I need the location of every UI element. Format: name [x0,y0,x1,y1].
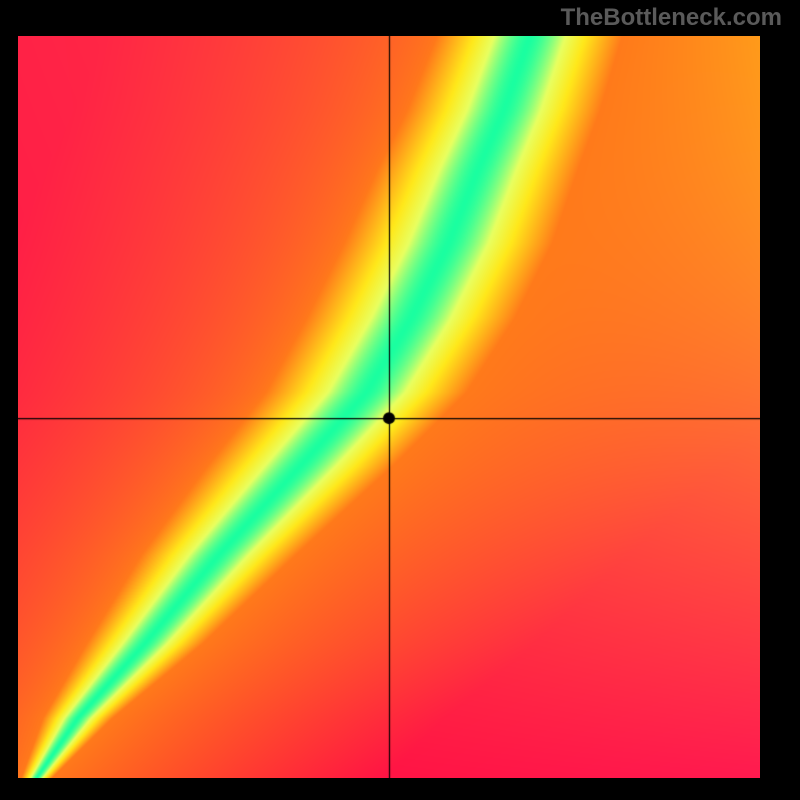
chart-container: TheBottleneck.com [0,0,800,800]
crosshair-overlay [18,36,760,778]
watermark-text: TheBottleneck.com [561,4,782,32]
